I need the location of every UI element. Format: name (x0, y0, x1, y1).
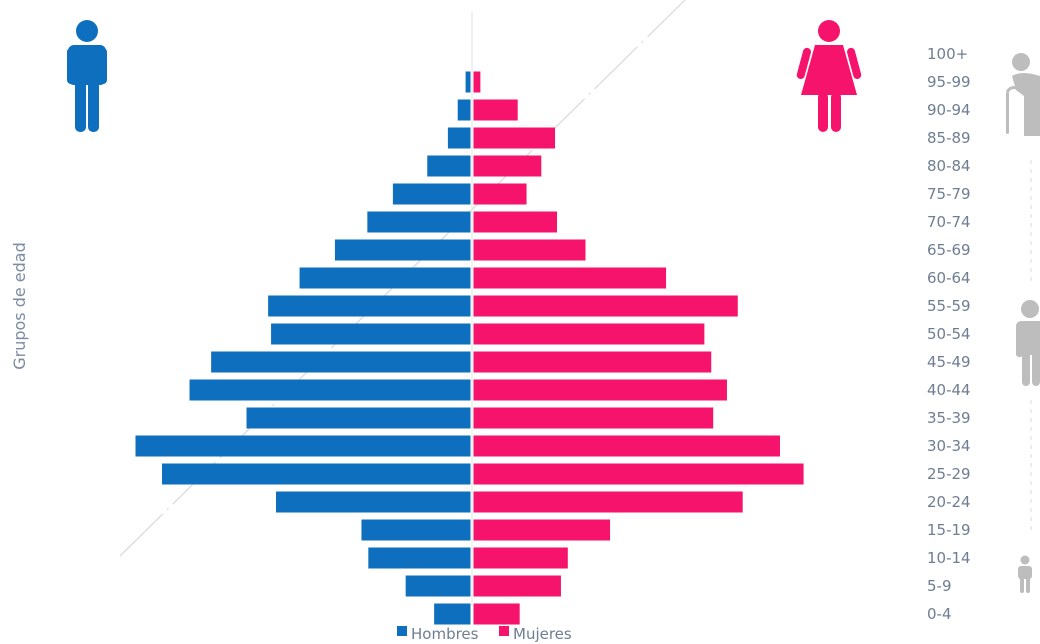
bar-mujeres-0-4 (473, 603, 520, 625)
bar-mujeres-90-94 (473, 99, 518, 121)
age-label-75-79: 75-79 (927, 185, 971, 203)
age-label-70-74: 70-74 (927, 213, 971, 231)
bar-hombres-30-34 (135, 435, 471, 457)
bar-mujeres-50-54 (473, 323, 705, 345)
bar-mujeres-55-59 (473, 295, 738, 317)
legend-label-mujeres: Mujeres (513, 625, 572, 643)
elderly-person-icon (1005, 53, 1040, 136)
female-bars (473, 71, 804, 625)
age-label-50-54: 50-54 (927, 325, 971, 343)
bar-hombres-60-64 (299, 267, 471, 289)
bar-hombres-5-9 (405, 575, 471, 597)
age-label-90-94: 90-94 (927, 101, 971, 119)
legend-swatch-mujeres (499, 626, 509, 636)
bar-mujeres-20-24 (473, 491, 743, 513)
child-person-icon (1018, 555, 1032, 593)
bar-hombres-80-84 (427, 155, 471, 177)
y-axis-label: Grupos de edad (10, 242, 29, 370)
age-label-45-49: 45-49 (927, 353, 971, 371)
bar-hombres-95-99 (465, 71, 471, 93)
bar-mujeres-85-89 (473, 127, 556, 149)
legend: Hombres Mujeres (397, 625, 572, 643)
age-label-60-64: 60-64 (927, 269, 971, 287)
bar-hombres-20-24 (275, 491, 471, 513)
bar-mujeres-65-69 (473, 239, 586, 261)
age-label-65-69: 65-69 (927, 241, 971, 259)
legend-swatch-hombres (397, 626, 407, 636)
bar-mujeres-10-14 (473, 547, 568, 569)
age-label-95-99: 95-99 (927, 73, 971, 91)
age-label-100+: 100+ (927, 45, 968, 63)
bar-mujeres-35-39 (473, 407, 714, 429)
male-figure-icon (67, 20, 107, 132)
age-label-25-29: 25-29 (927, 465, 971, 483)
age-label-40-44: 40-44 (927, 381, 971, 399)
bar-hombres-10-14 (368, 547, 471, 569)
bar-hombres-0-4 (434, 603, 471, 625)
bar-mujeres-15-19 (473, 519, 611, 541)
bar-mujeres-70-74 (473, 211, 558, 233)
bar-mujeres-75-79 (473, 183, 527, 205)
bar-mujeres-60-64 (473, 267, 667, 289)
age-label-0-4: 0-4 (927, 605, 952, 623)
bar-mujeres-30-34 (473, 435, 781, 457)
bar-hombres-65-69 (334, 239, 471, 261)
bar-hombres-75-79 (392, 183, 471, 205)
age-label-10-14: 10-14 (927, 549, 971, 567)
age-label-80-84: 80-84 (927, 157, 971, 175)
age-group-labels: 0-4 5-9 10-14 15-19 20-24 25-29 30-34 35-39 40-4… (927, 45, 971, 623)
female-figure-icon (796, 20, 862, 132)
age-label-55-59: 55-59 (927, 297, 971, 315)
bar-hombres-55-59 (268, 295, 471, 317)
age-label-35-39: 35-39 (927, 409, 971, 427)
bar-mujeres-5-9 (473, 575, 561, 597)
male-bars (135, 71, 471, 625)
age-label-85-89: 85-89 (927, 129, 971, 147)
adult-person-icon (1016, 300, 1040, 386)
bar-mujeres-25-29 (473, 463, 804, 485)
age-label-20-24: 20-24 (927, 493, 971, 511)
bar-hombres-25-29 (162, 463, 471, 485)
bar-mujeres-40-44 (473, 379, 727, 401)
bar-hombres-45-49 (211, 351, 471, 373)
age-label-30-34: 30-34 (927, 437, 971, 455)
bar-mujeres-80-84 (473, 155, 542, 177)
bar-hombres-70-74 (367, 211, 471, 233)
bar-hombres-50-54 (271, 323, 471, 345)
bar-mujeres-95-99 (473, 71, 481, 93)
bar-hombres-40-44 (189, 379, 471, 401)
bar-hombres-15-19 (361, 519, 471, 541)
bar-mujeres-45-49 (473, 351, 712, 373)
age-label-15-19: 15-19 (927, 521, 971, 539)
age-label-5-9: 5-9 (927, 577, 952, 595)
bar-hombres-85-89 (447, 127, 471, 149)
legend-label-hombres: Hombres (411, 625, 479, 643)
bar-hombres-90-94 (457, 99, 471, 121)
bar-hombres-35-39 (246, 407, 471, 429)
